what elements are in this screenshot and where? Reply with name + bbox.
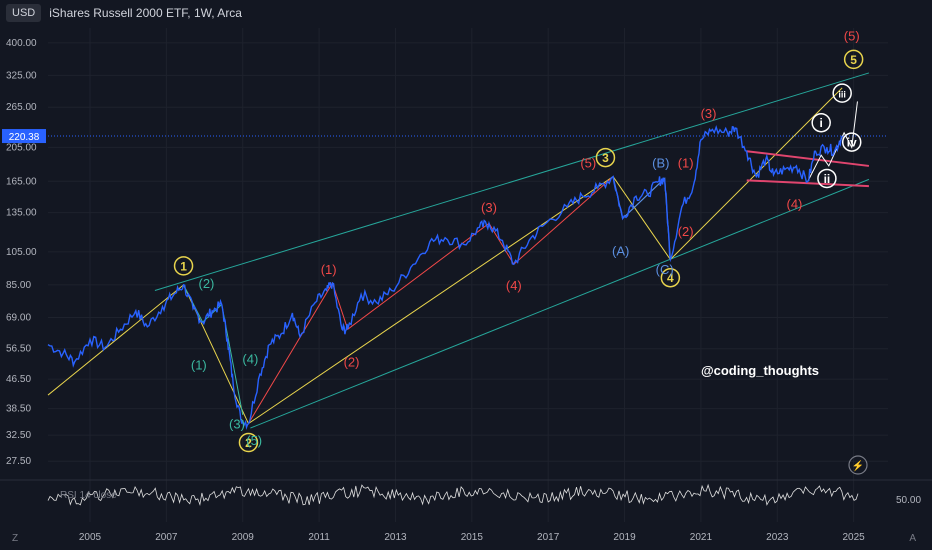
wave-label: (2) <box>678 224 694 239</box>
y-tick-label: 46.50 <box>6 374 31 385</box>
x-tick-label: 2007 <box>155 532 178 543</box>
wave-label: (1) <box>678 156 694 171</box>
wave-label-circle <box>811 112 831 133</box>
x-tick-label: 2023 <box>766 532 789 543</box>
oscillator-label: RSI 14 close <box>60 490 117 501</box>
y-tick-label: 56.50 <box>6 344 31 355</box>
triangle-upper-line <box>746 150 870 167</box>
y-tick-label: 32.50 <box>6 430 31 441</box>
x-tick-label: 2013 <box>384 532 407 543</box>
wave-label: (3) <box>481 200 497 215</box>
price-tag-label: 220.38 <box>9 132 40 143</box>
wave-label: (B) <box>652 156 669 171</box>
wave-label: (1) <box>191 358 207 373</box>
wave-label: (4) <box>242 352 258 367</box>
channel-upper-line <box>154 72 870 291</box>
watermark-text: @coding_thoughts <box>701 363 819 378</box>
oscillator-value: 50.00 <box>896 495 921 506</box>
wave-label-circle <box>660 267 681 288</box>
wave-label: 3 <box>602 151 609 165</box>
y-tick-label: 400.00 <box>6 38 37 49</box>
price-series-line <box>47 124 843 430</box>
y-tick-label: 85.00 <box>6 280 31 291</box>
wave-label: 1 <box>180 259 187 273</box>
intermediate-wave-path <box>248 176 614 424</box>
symbol-title: iShares Russell 2000 ETF, 1W, Arca <box>49 6 242 20</box>
y-tick-label: 105.00 <box>6 247 37 258</box>
wave-label: (5) <box>580 156 596 171</box>
y-tick-label: 27.50 <box>6 456 31 467</box>
wave-label: (4) <box>506 278 522 293</box>
x-tick-label: 2011 <box>308 532 330 543</box>
y-tick-label: 69.00 <box>6 312 31 323</box>
wave-label: (5) <box>844 28 860 43</box>
wave-label: i <box>820 116 823 130</box>
wave-label-circle <box>841 132 862 152</box>
price-tag <box>2 129 46 144</box>
primary-wave-path <box>47 87 843 425</box>
wave-label: 5 <box>850 53 857 67</box>
wave-label: (3) <box>229 417 245 432</box>
lightning-glyph: ⚡ <box>852 459 864 472</box>
y-tick-label: 265.00 <box>6 102 37 113</box>
wave-label-circle <box>843 49 864 70</box>
currency-button[interactable]: USD <box>6 4 42 22</box>
triangle-lower-line <box>746 179 869 188</box>
wave-label: iv <box>847 136 857 150</box>
wave-label: (2) <box>199 276 215 291</box>
wave-label-circle <box>173 256 194 276</box>
y-tick-label: 205.00 <box>6 142 37 153</box>
zoom-icon[interactable]: Z <box>12 533 19 544</box>
x-tick-label: 2019 <box>613 532 636 543</box>
wave-label: (2) <box>344 355 360 370</box>
x-tick-label: 2017 <box>537 532 560 543</box>
oscillator-line <box>47 483 859 507</box>
wave-label-circle <box>832 83 852 103</box>
y-tick-label: 135.00 <box>6 208 37 219</box>
wave-label: (1) <box>321 262 337 277</box>
wave-label: 4 <box>667 271 674 285</box>
wave-label-circle <box>595 147 616 168</box>
wave-label: (4) <box>787 197 803 212</box>
auto-scale-button[interactable]: A <box>909 533 916 544</box>
wave-label: (3) <box>701 106 717 121</box>
wave-label: ii <box>824 172 831 186</box>
y-tick-label: 325.00 <box>6 70 37 81</box>
x-tick-label: 2021 <box>690 532 713 543</box>
channel-lower-line <box>250 178 870 429</box>
wave-label: (5) <box>246 433 262 448</box>
x-tick-label: 2015 <box>461 532 484 543</box>
x-tick-label: 2005 <box>79 532 102 543</box>
wave-label: iii <box>838 90 846 100</box>
lightning-icon <box>848 455 868 475</box>
wave-label-circle <box>817 168 837 189</box>
projection-path <box>807 101 858 182</box>
x-tick-label: 2009 <box>232 532 255 543</box>
wave-label: (C) <box>656 262 674 277</box>
x-tick-label: 2025 <box>843 532 866 543</box>
wave-label: 2 <box>245 436 252 450</box>
chart-header: USD iShares Russell 2000 ETF, 1W, Arca <box>6 4 242 22</box>
y-tick-label: 38.50 <box>6 404 31 415</box>
y-tick-label: 165.00 <box>6 176 37 187</box>
wave-label: (A) <box>612 243 629 258</box>
wave-label-circle <box>238 432 259 453</box>
